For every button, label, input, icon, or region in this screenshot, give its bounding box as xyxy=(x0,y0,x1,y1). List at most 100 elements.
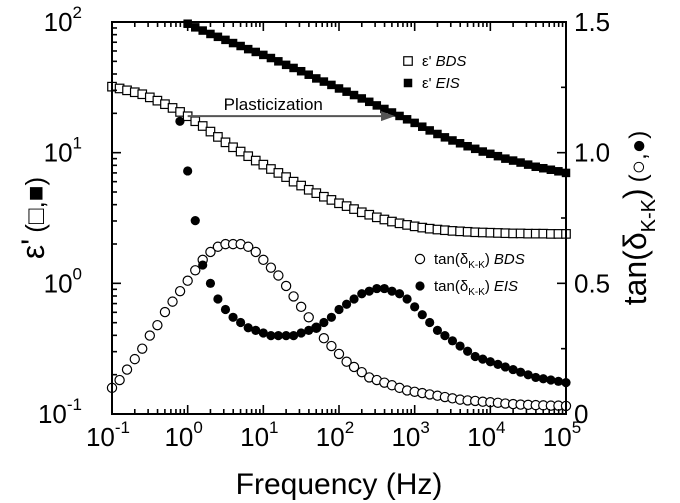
data-point xyxy=(387,286,397,296)
data-point xyxy=(258,254,269,266)
y-left-tick-label: 10-1 xyxy=(38,395,82,429)
series-layer xyxy=(106,19,572,412)
data-point xyxy=(236,317,246,328)
data-point xyxy=(432,325,443,335)
data-point xyxy=(463,346,473,356)
data-point xyxy=(259,50,268,60)
data-point xyxy=(281,60,291,70)
data-point xyxy=(470,144,480,154)
data-point xyxy=(121,364,133,375)
x-axis-title: Frequency (Hz) xyxy=(236,468,443,501)
data-point xyxy=(221,35,230,45)
data-point xyxy=(206,29,215,39)
data-point xyxy=(425,126,434,135)
y-left-title-main: ε' xyxy=(15,239,51,259)
y-right-title-sub: K-K xyxy=(638,198,660,232)
data-point xyxy=(258,328,268,338)
data-point xyxy=(288,291,299,302)
annotation-text: Plasticization xyxy=(224,95,323,114)
data-point xyxy=(251,325,261,335)
data-point xyxy=(152,319,163,331)
data-point xyxy=(296,66,306,76)
data-point xyxy=(243,323,253,333)
data-point xyxy=(348,361,360,373)
data-point xyxy=(440,133,450,142)
series-eps_bds xyxy=(107,81,571,239)
data-point xyxy=(501,154,510,163)
annotation-plasticization: Plasticization xyxy=(187,95,396,122)
data-point xyxy=(357,289,367,299)
data-point xyxy=(266,53,276,63)
data-point xyxy=(515,367,526,377)
data-point xyxy=(486,149,495,159)
data-point xyxy=(418,122,427,131)
data-point xyxy=(288,331,299,341)
data-point xyxy=(295,301,307,313)
data-point xyxy=(296,328,306,338)
ticks-layer: 10-1 100 101 102 103 104 105 10-1 100 101 102 0 0.5 1… xyxy=(38,3,610,452)
data-point xyxy=(546,375,556,385)
data-point xyxy=(379,283,389,294)
y-left-tick-label: 101 xyxy=(44,134,82,168)
legend-marker xyxy=(403,56,413,66)
data-point xyxy=(220,137,231,148)
data-point xyxy=(319,77,329,86)
data-point xyxy=(190,216,200,226)
y-left-axis-title: ε' (□,■) xyxy=(15,177,51,259)
data-point xyxy=(251,47,261,57)
data-point xyxy=(538,374,548,384)
data-point xyxy=(554,167,563,176)
y-right-tick-label: 0.5 xyxy=(574,268,610,298)
data-point xyxy=(243,241,254,252)
data-point xyxy=(364,97,374,107)
data-point xyxy=(508,364,518,375)
data-point xyxy=(485,357,495,367)
data-point xyxy=(213,294,223,304)
data-point xyxy=(265,262,277,273)
data-point xyxy=(318,333,330,344)
data-point xyxy=(167,296,178,307)
data-point xyxy=(327,80,336,90)
data-point xyxy=(319,317,329,328)
legend-marker xyxy=(403,78,413,88)
data-point xyxy=(463,141,472,151)
data-point xyxy=(159,306,171,318)
data-point xyxy=(539,163,548,173)
data-point xyxy=(372,101,382,110)
data-point xyxy=(114,374,125,386)
legend-entry: ε' BDS xyxy=(403,53,466,70)
legend-marker xyxy=(414,253,426,265)
data-point xyxy=(213,32,223,42)
data-point xyxy=(516,158,525,167)
data-point xyxy=(174,285,186,297)
data-point xyxy=(508,156,518,165)
data-point xyxy=(326,312,337,322)
y-right-title-end: ) xyxy=(617,188,653,199)
data-point xyxy=(478,147,488,156)
x-tick-label: 101 xyxy=(240,418,278,452)
x-tick-label: 100 xyxy=(164,418,202,452)
legend-entry: tan(δK-K) EIS xyxy=(415,278,518,298)
data-point xyxy=(304,70,313,79)
y-right-tick-label: 1.0 xyxy=(574,138,610,168)
data-point xyxy=(372,283,382,294)
y-right-title-paren: (○,●) xyxy=(625,131,652,183)
data-point xyxy=(455,341,465,351)
series-eps_eis xyxy=(183,19,571,178)
data-point xyxy=(175,116,185,126)
data-point xyxy=(364,286,374,296)
data-point xyxy=(311,323,321,333)
x-tick-label: 10-1 xyxy=(86,418,130,452)
data-point xyxy=(553,376,564,386)
svg-text:ε'(□,■): ε' (□,■) xyxy=(15,177,51,259)
data-point xyxy=(500,362,510,372)
data-point xyxy=(402,294,412,304)
data-point xyxy=(129,353,140,365)
data-point xyxy=(220,304,231,315)
legend-entry: tan(δK-K) BDS xyxy=(414,251,525,271)
data-point xyxy=(523,160,533,169)
data-point xyxy=(341,299,352,309)
data-point xyxy=(205,126,216,137)
data-point xyxy=(448,136,457,145)
